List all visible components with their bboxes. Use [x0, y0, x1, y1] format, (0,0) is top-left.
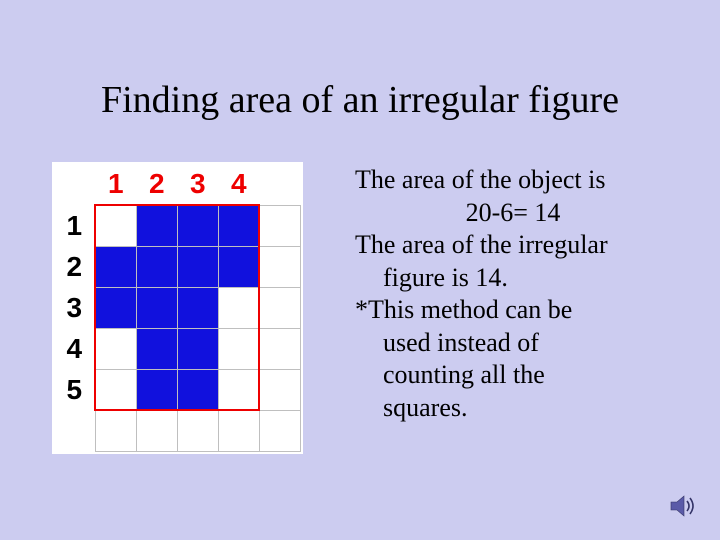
grid-cell — [218, 246, 259, 287]
grid-cell — [177, 287, 218, 328]
grid-cell — [177, 410, 218, 451]
grid-cell — [259, 369, 300, 410]
explanation-text: The area of the object is 20-6= 14 The a… — [355, 158, 685, 454]
grid-table: 1 2 3 4 1 — [54, 164, 301, 452]
text-line: counting all the — [383, 359, 685, 392]
slide: Finding area of an irregular figure 1 2 … — [0, 0, 720, 540]
col-header: 1 — [95, 164, 136, 205]
col-header: 3 — [177, 164, 218, 205]
grid-cell — [259, 205, 300, 246]
text-line: squares. — [383, 392, 685, 425]
grid-cell — [95, 410, 136, 451]
spacer-cell — [259, 164, 300, 205]
row-header: 3 — [54, 287, 95, 328]
row-header: 5 — [54, 369, 95, 410]
corner-cell — [54, 164, 95, 205]
grid-cell — [218, 328, 259, 369]
figure-area: 1 2 3 4 1 — [0, 158, 355, 454]
grid-cell — [136, 205, 177, 246]
grid-cell — [259, 246, 300, 287]
grid-cell — [136, 328, 177, 369]
grid-cell — [95, 328, 136, 369]
grid-cell — [177, 369, 218, 410]
grid-cell — [218, 287, 259, 328]
slide-title: Finding area of an irregular figure — [0, 78, 720, 122]
row-header: 1 — [54, 205, 95, 246]
grid-cell — [177, 205, 218, 246]
content-row: 1 2 3 4 1 — [0, 158, 720, 454]
col-header: 4 — [218, 164, 259, 205]
col-header: 2 — [136, 164, 177, 205]
grid-cell — [136, 369, 177, 410]
grid-figure: 1 2 3 4 1 — [52, 162, 303, 454]
grid-cell — [259, 328, 300, 369]
grid-cell — [95, 369, 136, 410]
grid-cell — [136, 246, 177, 287]
grid-cell — [95, 246, 136, 287]
grid-cell — [218, 410, 259, 451]
grid-cell — [95, 205, 136, 246]
grid-cell — [259, 410, 300, 451]
grid-cell — [136, 287, 177, 328]
grid-cell — [218, 205, 259, 246]
row-header: 2 — [54, 246, 95, 287]
text-line: used instead of — [383, 327, 685, 360]
text-line: 20-6= 14 — [383, 197, 643, 230]
grid-cell — [95, 287, 136, 328]
text-line: The area of the irregular — [355, 229, 685, 262]
grid-cell — [218, 369, 259, 410]
sound-icon[interactable] — [670, 494, 698, 518]
text-line: The area of the object is — [355, 164, 685, 197]
grid-cell — [177, 328, 218, 369]
text-line: figure is 14. — [383, 262, 685, 295]
row-header: 4 — [54, 328, 95, 369]
grid-cell — [259, 287, 300, 328]
grid-cell — [177, 246, 218, 287]
grid-cell — [136, 410, 177, 451]
spacer-cell — [54, 410, 95, 451]
text-line: *This method can be — [355, 294, 685, 327]
